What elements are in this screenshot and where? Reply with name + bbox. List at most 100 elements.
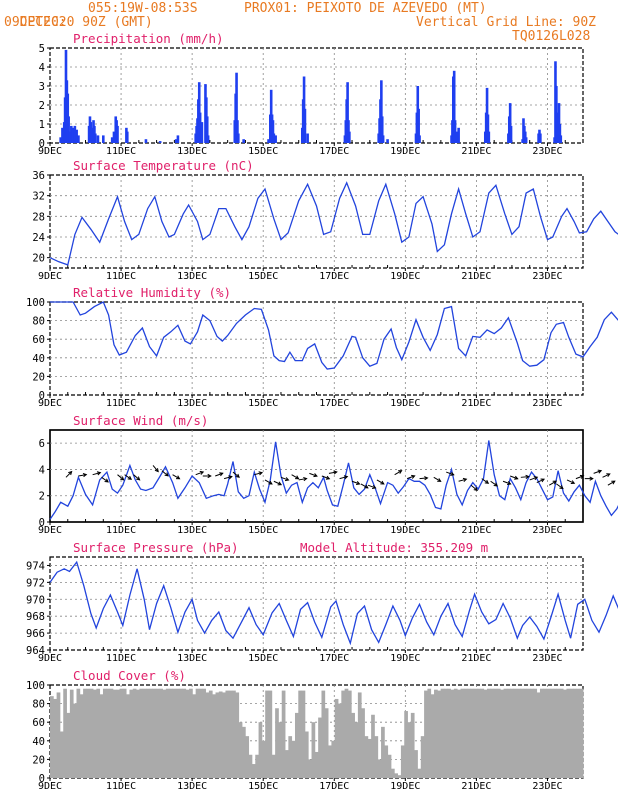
cloud-column [341,690,346,778]
cloud-column [347,690,352,778]
precip-bar [205,116,209,143]
cloud-column [394,773,399,778]
cloud-column [165,688,170,778]
wind-arrow-shaft [172,474,180,480]
series-line [49,440,618,520]
wind-arrow-shaft [433,476,441,482]
cloud-column [318,717,322,778]
precip-bar [524,137,528,143]
cloud-column [453,688,458,778]
wind-arrow [602,473,611,478]
x-tick-label: 23DEC [532,653,562,664]
wind-arrow [273,480,283,486]
y-tick-label: 20 [32,253,45,265]
y-tick-label: 0 [39,138,45,150]
wind-arrow-shaft [566,479,575,484]
x-tick-label: 9DEC [38,146,62,157]
cloud-column [86,688,91,778]
wind-arrow [202,473,212,479]
cloud-column [215,692,220,778]
cloud-column [232,690,236,778]
cloud-column [189,688,193,778]
cloud-column [573,688,577,778]
cloud-column [93,689,97,778]
x-tick-label: 23DEC [532,146,562,157]
panel-6: 9DEC 11DEC 13DEC 15DEC 17DEC 19DEC 21DEC 23DEC 0… [26,668,584,792]
x-tick-label: 21DEC [461,146,491,157]
cloud-column [139,688,144,778]
x-tick-label: 11DEC [106,781,136,792]
cloud-column [364,736,369,778]
cloud-column [129,689,134,778]
cloud-column [238,722,243,778]
wind-arrow-shaft [78,474,87,477]
cloud-column [549,688,554,778]
wind-arrow-shaft [328,471,337,474]
wind-arrow-shaft [117,474,124,481]
cloud-column [520,688,524,778]
panel-4: 9DEC 11DEC 13DEC 15DEC 17DEC 19DEC 21DEC 23DEC 0… [38,413,618,536]
panel-title: Surface Wind (m/s) [73,413,208,428]
cloud-column [195,688,200,778]
cloud-column [338,703,342,778]
wind-arrow-head [579,474,585,479]
precip-bar [242,139,245,143]
wind-arrow [152,465,159,473]
precip-bar [508,103,512,143]
header-run-date: 09DEC2020 90Z (GMT) [4,15,153,30]
wind-arrow-shaft [490,480,498,487]
x-tick-label: 9DEC [38,781,62,792]
cloud-column [271,754,276,778]
cloud-column [212,694,216,778]
cloud-column [169,688,173,778]
wind-arrow [419,476,429,481]
y-tick-label: 0 [39,773,45,785]
wind-arrow [223,475,233,480]
panel-3: 9DEC 11DEC 13DEC 15DEC 17DEC 19DEC 21DEC 23DEC 0… [26,285,618,409]
cloud-column [427,688,432,778]
cloud-column [198,688,203,778]
precip-bar [557,103,561,143]
cloud-column [447,688,451,778]
wind-arrow [195,470,205,476]
cloud-column [543,688,547,778]
cloud-column [258,722,263,778]
y-tick-label: 2 [39,100,45,112]
x-tick-label: 19DEC [390,398,420,409]
x-tick-label: 17DEC [319,271,349,282]
wind-arrow-head [462,477,468,482]
cloud-column [477,688,481,778]
wind-arrow-head [611,480,616,485]
wind-arrow [280,476,290,482]
cloud-column [579,688,584,778]
y-tick-label: 40 [32,353,45,365]
wind-arrow [161,470,169,477]
wind-arrow [394,470,403,476]
wind-arrow-head [258,471,264,476]
wind-arrow-head [589,476,594,481]
y-tick-label: 28 [32,211,45,223]
x-tick-label: 17DEC [319,398,349,409]
cloud-column [73,703,77,778]
cloud-column [500,689,504,778]
header-station: PROX01: PEIXOTO DE AZEVEDO (MT) [244,1,487,16]
header-model-id: TQ0126L028 [512,29,591,44]
precip-bar [237,133,240,143]
wind-arrow-head [127,475,133,480]
wind-arrow-shaft [133,474,140,481]
x-tick-label: 17DEC [319,653,349,664]
wind-arrow-shaft [215,472,223,477]
cloud-column [328,745,332,778]
wind-arrow-head [507,481,512,486]
x-tick-label: 13DEC [177,781,207,792]
precip-bar [559,135,563,143]
wind-arrow-head [533,476,539,481]
precip-bar [235,72,238,143]
precip-bar [455,131,459,143]
wind-arrow [78,473,88,478]
cloud-column [334,698,339,778]
wind-arrow [133,474,141,481]
cloud-column [414,750,418,778]
x-tick-label: 21DEC [461,653,491,664]
wind-arrow [291,474,300,480]
